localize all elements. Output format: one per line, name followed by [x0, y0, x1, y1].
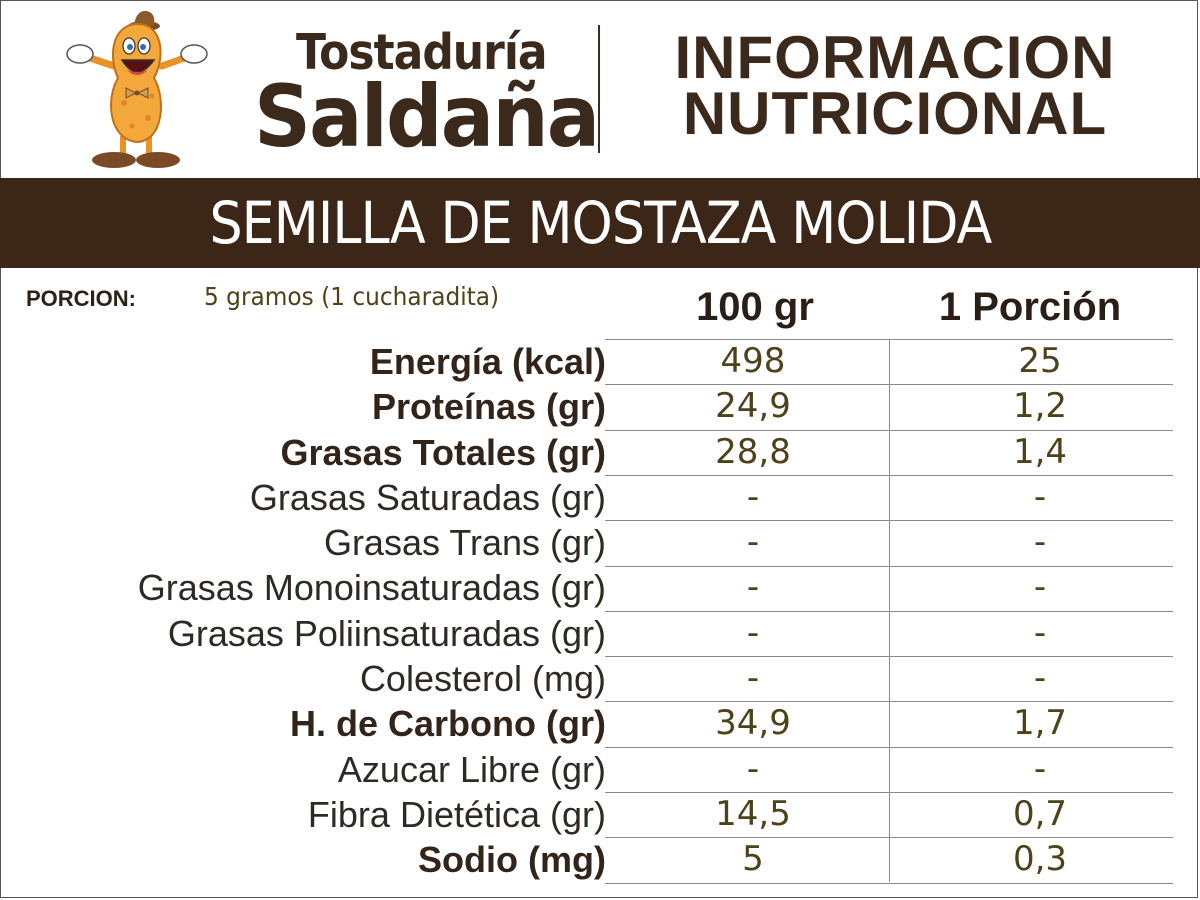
value-per-portion: 1,7 — [1012, 703, 1068, 744]
value-per-portion: - — [1033, 522, 1047, 563]
table-row: Proteínas (gr) 24,9 1,2 — [0, 384, 1200, 429]
table-row: Azucar Libre (gr) - - — [0, 747, 1200, 792]
brand-name-main: Saldaña — [254, 67, 600, 167]
header-divider — [598, 25, 600, 153]
table-row: Grasas Monoinsaturadas (gr) - - — [0, 565, 1200, 610]
peanut-mascot-icon — [66, 10, 208, 168]
column-divider — [889, 339, 890, 882]
table-row: Sodio (mg) 5 0,3 — [0, 837, 1200, 882]
brand-logo: Tostaduría Saldaña — [62, 8, 600, 176]
portion-label: PORCION: — [26, 286, 136, 311]
value-per-100g: 14,5 — [715, 793, 791, 834]
table-row: Grasas Saturadas (gr) - - — [0, 475, 1200, 520]
brand-name-top: Tostaduría — [296, 24, 548, 82]
value-per-portion: 0,7 — [1012, 793, 1068, 834]
nutrient-label: Fibra Dietética (gr) — [307, 793, 606, 835]
value-per-portion: 25 — [1018, 341, 1062, 381]
table-row: Fibra Dietética (gr) 14,5 0,7 — [0, 792, 1200, 837]
value-per-portion: 0,3 — [1012, 839, 1068, 880]
value-per-portion: - — [1033, 567, 1047, 608]
value-per-100g: 24,9 — [715, 386, 791, 427]
value-per-100g: - — [746, 658, 760, 699]
nutrient-label: H. de Carbono (gr) — [290, 703, 606, 745]
nutrient-label: Energía (kcal) — [369, 341, 606, 382]
nutrient-label: Sodio (mg) — [418, 839, 606, 881]
value-per-100g: 5 — [742, 839, 764, 880]
value-per-portion: - — [1033, 612, 1047, 653]
nutrient-label: Colesterol (mg) — [359, 658, 606, 700]
product-name: SEMILLA DE MOSTAZA MOLIDA — [209, 189, 992, 257]
value-per-100g: - — [746, 567, 760, 608]
value-per-portion: - — [1033, 748, 1047, 789]
nutrition-table: Energía (kcal) 498 25 Proteínas (gr) 24,9 1,2… — [0, 339, 1200, 884]
nutrient-label: Azucar Libre (gr) — [337, 748, 606, 790]
value-per-portion: - — [1033, 658, 1047, 699]
table-row: Grasas Totales (gr) 28,8 1,4 — [0, 430, 1200, 475]
value-per-portion: 1,4 — [1012, 431, 1068, 472]
portion-value: 5 gramos (1 cucharadita) — [204, 282, 500, 311]
table-row: Grasas Poliinsaturadas (gr) - - — [0, 611, 1200, 656]
column-header-portion: 1 Porción — [938, 285, 1122, 329]
value-per-portion: - — [1033, 476, 1047, 517]
nutrient-label: Grasas Monoinsaturadas (gr) — [137, 567, 606, 609]
value-per-portion: 1,2 — [1012, 386, 1068, 427]
nutrient-label: Grasas Trans (gr) — [323, 522, 606, 564]
page-title: INFORMACION NUTRICIONAL — [640, 24, 1150, 147]
product-banner: SEMILLA DE MOSTAZA MOLIDA — [0, 178, 1200, 268]
nutrient-label: Proteínas (gr) — [371, 386, 606, 428]
value-per-100g: - — [746, 748, 760, 789]
column-header-100g: 100 gr — [696, 285, 814, 329]
value-per-100g: - — [746, 522, 760, 563]
value-per-100g: 28,8 — [715, 431, 791, 472]
nutrient-label: Grasas Saturadas (gr) — [249, 476, 606, 518]
nutrient-label: Grasas Totales (gr) — [280, 431, 606, 473]
nutrient-label: Grasas Poliinsaturadas (gr) — [167, 612, 606, 654]
table-row: Grasas Trans (gr) - - — [0, 520, 1200, 565]
value-per-100g: 498 — [720, 341, 786, 381]
value-per-100g: 34,9 — [715, 703, 791, 744]
table-row: Colesterol (mg) - - — [0, 656, 1200, 701]
title-line-1: INFORMACION — [674, 24, 1116, 91]
row-divider — [605, 882, 1173, 884]
title-line-2: NUTRICIONAL — [682, 80, 1108, 147]
value-per-100g: - — [746, 612, 760, 653]
table-row: Energía (kcal) 498 25 — [0, 339, 1200, 384]
table-row: H. de Carbono (gr) 34,9 1,7 — [0, 701, 1200, 746]
value-per-100g: - — [746, 476, 760, 517]
